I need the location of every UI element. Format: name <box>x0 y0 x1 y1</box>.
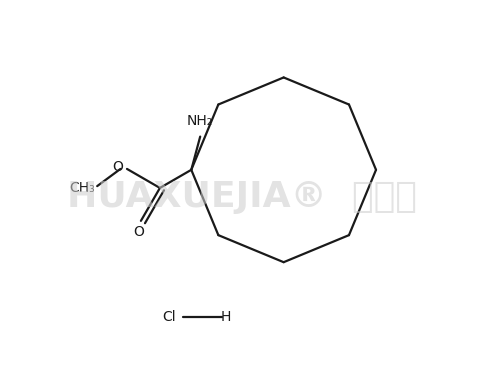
Text: NH₂: NH₂ <box>187 114 213 127</box>
Text: Cl: Cl <box>163 310 176 323</box>
Text: H: H <box>221 310 231 323</box>
Text: O: O <box>112 160 122 174</box>
Text: O: O <box>134 225 145 239</box>
Text: CH₃: CH₃ <box>70 181 95 195</box>
Text: HUAXUEJIA®  化学加: HUAXUEJIA® 化学加 <box>67 180 417 214</box>
